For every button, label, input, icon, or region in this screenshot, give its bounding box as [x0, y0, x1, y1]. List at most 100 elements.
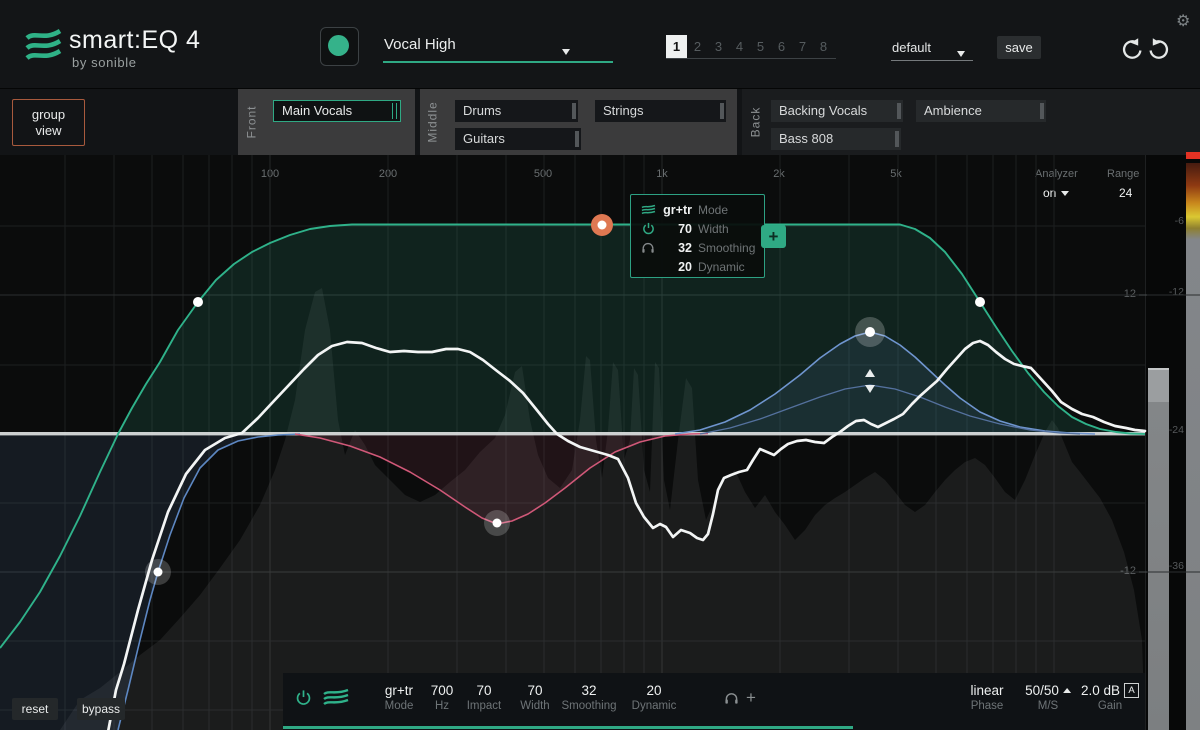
instance-tab-1[interactable]: 1 [666, 35, 687, 58]
spectrum-analyzer-shape [60, 288, 1145, 730]
track-grip-icon[interactable] [1040, 103, 1044, 119]
analyzer-toggle[interactable]: on [1043, 186, 1070, 200]
param-dynamic[interactable]: 20 Dynamic [631, 683, 677, 712]
ms-expand-icon[interactable] [1062, 688, 1071, 693]
handle-green-left[interactable] [193, 297, 203, 307]
bell-curve-outer[interactable] [674, 331, 1096, 435]
app-byline: by sonible [72, 55, 137, 70]
track-bass-808[interactable]: Bass 808 [771, 128, 901, 150]
instance-tab-5[interactable]: 5 [756, 39, 765, 54]
green-band-fill [118, 224, 1145, 434]
range-value[interactable]: 24 [1119, 186, 1133, 200]
tooltip-row-smoothing: 32 Smoothing [631, 238, 764, 257]
pink-cut-curve[interactable] [294, 432, 709, 525]
freq-label-500: 500 [533, 168, 553, 180]
track-ambience[interactable]: Ambience [916, 100, 1046, 122]
param-smoothing[interactable]: 32 Smoothing [561, 683, 617, 712]
instance-tab-4[interactable]: 4 [735, 39, 744, 54]
track-grip-icon[interactable] [575, 131, 579, 147]
bypass-button[interactable]: bypass [77, 698, 125, 720]
output-level-meter [1186, 163, 1200, 730]
lowcut-band-fill [0, 434, 300, 730]
profile-select[interactable]: Vocal High [384, 36, 456, 53]
sonible-logo-icon [25, 28, 62, 60]
record-icon [328, 35, 349, 56]
tooltip-row-dynamic: 20 Dynamic [678, 259, 745, 274]
lowcut-curve[interactable] [117, 433, 301, 730]
add-band-bar-icon[interactable]: + [746, 688, 756, 707]
db-gridlines [0, 225, 1200, 711]
freq-label-2k: 2k [773, 168, 785, 180]
band-parameter-bar [283, 673, 1145, 730]
eq-graph-canvas[interactable] [0, 155, 1200, 730]
instance-tab-6[interactable]: 6 [777, 39, 786, 54]
track-grip-icon[interactable] [897, 103, 901, 119]
range-label: Range [1107, 168, 1140, 180]
param-gain[interactable]: 2.0 dB A Gain [1081, 682, 1140, 712]
solo-headphone-icon[interactable] [724, 691, 739, 710]
top-bar: smart:EQ 4 by sonible Vocal High 1 2 3 4… [0, 0, 1200, 89]
band-tooltip: gr+tr Mode 70 Width 32 Smoothing 20 Dyna… [630, 194, 765, 278]
instance-tab-2[interactable]: 2 [693, 39, 702, 54]
track-guitars[interactable]: Guitars [455, 128, 581, 150]
analyzer-caret-icon [1061, 190, 1070, 196]
group-zone-front: Front Main Vocals [238, 89, 415, 155]
bell-curve-dynamic [699, 384, 1081, 435]
track-main-vocals[interactable]: Main Vocals [273, 100, 401, 122]
instance-tab-3[interactable]: 3 [714, 39, 723, 54]
handle-bell[interactable] [865, 327, 875, 337]
clip-indicator[interactable] [1186, 152, 1200, 159]
settings-gear-icon[interactable]: ⚙ [1176, 13, 1191, 30]
preset-caret-icon[interactable] [957, 44, 965, 62]
undo-icon[interactable] [1120, 37, 1144, 61]
instance-tab-8[interactable]: 8 [819, 39, 828, 54]
middle-group-label: Middle [426, 101, 441, 143]
track-strings[interactable]: Strings [595, 100, 726, 122]
preset-underline [891, 60, 973, 61]
db-label-minus12: -12 [1106, 565, 1136, 577]
track-grip-icon[interactable] [572, 103, 576, 119]
track-grip-icon[interactable] [720, 103, 724, 119]
add-band-button[interactable]: + [761, 225, 786, 248]
param-phase[interactable]: linear Phase [970, 683, 1004, 712]
profile-caret-icon[interactable] [562, 42, 570, 60]
redo-icon[interactable] [1147, 37, 1171, 61]
group-view-button[interactable]: group view [12, 99, 85, 146]
param-ms[interactable]: 50/50 M/S [1025, 682, 1071, 712]
zero-db-line [0, 432, 1145, 436]
freq-label-5k: 5k [890, 168, 902, 180]
profile-underline [383, 61, 613, 63]
handle-pink[interactable] [492, 518, 502, 528]
param-frequency[interactable]: 700 Hz [430, 683, 454, 712]
preset-select[interactable]: default [892, 40, 932, 55]
green-eq-curve[interactable] [0, 223, 1146, 649]
reset-button[interactable]: reset [12, 698, 58, 720]
dynamic-down-arrow-icon[interactable] [865, 385, 875, 393]
param-width[interactable]: 70 Width [520, 683, 550, 712]
handle-green-right[interactable] [975, 297, 985, 307]
param-impact[interactable]: 70 Impact [466, 683, 502, 712]
eq-graph-area[interactable] [0, 155, 1200, 730]
app-title: smart:EQ 4 [69, 26, 201, 54]
instance-tabs-underline [666, 58, 836, 59]
track-drums[interactable]: Drums [455, 100, 578, 122]
track-backing-vocals[interactable]: Backing Vocals [771, 100, 903, 122]
param-mode[interactable]: gr+tr Mode [384, 683, 414, 712]
front-group-label: Front [244, 105, 259, 139]
track-grip-icon[interactable] [895, 131, 899, 147]
bell-band-fill [675, 332, 1095, 434]
handle-selected-band[interactable] [597, 220, 607, 230]
auto-gain-badge[interactable]: A [1124, 683, 1140, 698]
meter-scale-minus6: -6 [1174, 215, 1184, 227]
handle-lowcut[interactable] [153, 567, 163, 577]
dynamic-up-arrow-icon[interactable] [865, 369, 875, 377]
band-power-icon[interactable] [295, 689, 312, 706]
pink-band-fill [295, 434, 690, 524]
group-zone-back: Back Backing Vocals Ambience Bass 808 [742, 89, 1200, 155]
track-grip-icon[interactable] [392, 103, 397, 119]
meter-scale-minus24: -24 [1168, 424, 1184, 436]
instance-tab-7[interactable]: 7 [798, 39, 807, 54]
band-mode-wave-icon[interactable] [322, 688, 350, 707]
save-button[interactable]: save [997, 36, 1041, 59]
record-button[interactable] [320, 27, 359, 66]
